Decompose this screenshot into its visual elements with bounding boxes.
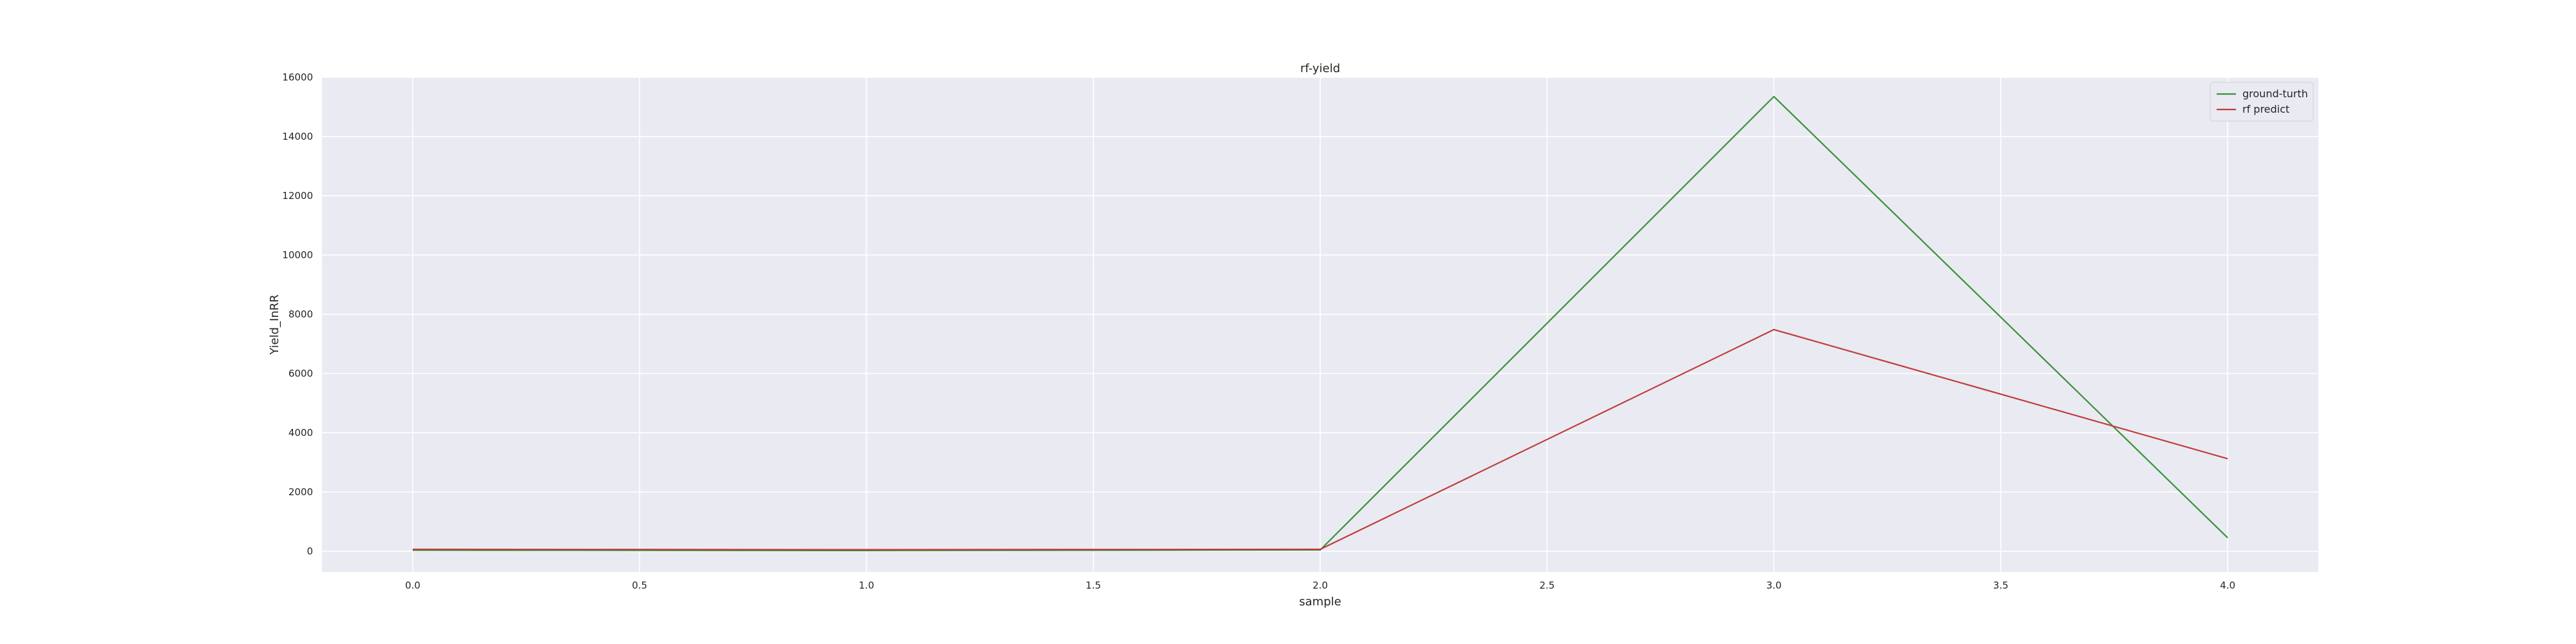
x-axis-ticks: 0.0 0.5 1.0 1.5 2.0 2.5 3.0 3.5 4.0 xyxy=(405,580,2235,591)
x-tick-label: 3.0 xyxy=(1766,580,1782,591)
y-tick-label: 16000 xyxy=(282,71,313,83)
x-tick-label: 0.5 xyxy=(632,580,647,591)
chart-title: rf-yield xyxy=(1300,62,1340,75)
x-tick-label: 2.5 xyxy=(1539,580,1555,591)
y-tick-label: 0 xyxy=(307,545,313,557)
y-tick-label: 14000 xyxy=(282,131,313,142)
x-tick-label: 3.5 xyxy=(1993,580,2009,591)
y-tick-label: 4000 xyxy=(289,427,313,439)
x-tick-label: 4.0 xyxy=(2220,580,2235,591)
y-tick-label: 6000 xyxy=(289,368,313,379)
x-axis-label: sample xyxy=(1299,595,1341,609)
grid-lines xyxy=(322,77,2318,572)
y-tick-label: 8000 xyxy=(289,308,313,320)
series-line-2 xyxy=(412,328,2228,551)
x-tick-label: 0.0 xyxy=(405,580,421,591)
y-tick-label: 10000 xyxy=(282,249,313,261)
y-tick-label: 12000 xyxy=(282,190,313,202)
legend: ground-turth rf predict xyxy=(2210,82,2314,122)
legend-entry-label: rf predict xyxy=(2242,103,2289,115)
x-tick-label: 1.5 xyxy=(1086,580,1101,591)
legend-box xyxy=(2210,82,2314,122)
x-tick-label: 2.0 xyxy=(1312,580,1328,591)
legend-entry-label: ground-turth xyxy=(2242,88,2308,100)
y-axis-ticks: 0 2000 4000 6000 8000 10000 12000 14000 16000 xyxy=(282,71,313,557)
series-lines xyxy=(412,95,2228,552)
y-tick-label: 2000 xyxy=(289,486,313,498)
y-axis-label: Yield_InRR xyxy=(268,294,281,355)
x-tick-label: 1.0 xyxy=(859,580,875,591)
